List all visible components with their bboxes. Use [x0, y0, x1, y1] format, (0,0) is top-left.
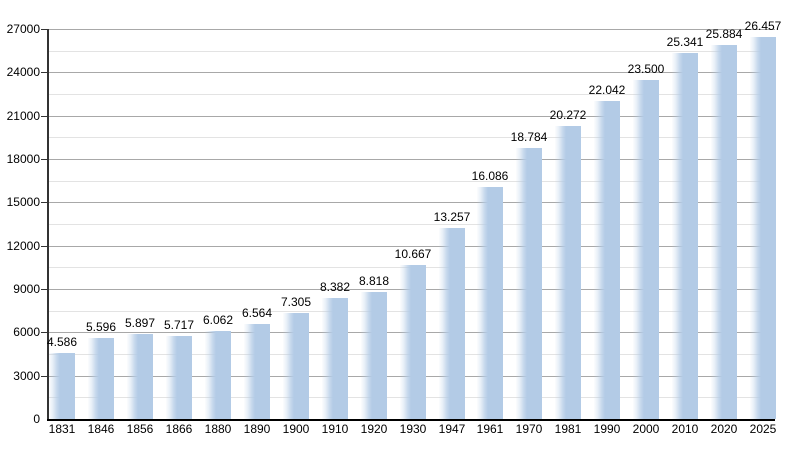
bar-value-label: 8.382	[319, 280, 351, 294]
bar	[49, 353, 75, 419]
bar	[322, 298, 348, 419]
bar	[633, 80, 659, 419]
gridline-major	[48, 72, 775, 73]
gridline-minor	[48, 137, 775, 138]
gridline-minor	[48, 94, 775, 95]
bar	[205, 331, 231, 419]
bar-value-label: 5.596	[85, 320, 117, 334]
bar	[439, 228, 465, 419]
bar	[88, 338, 114, 419]
y-axis-tick	[41, 376, 47, 377]
y-axis-tick	[41, 29, 47, 30]
bar-value-label: 22.042	[588, 83, 626, 97]
bar-value-label: 13.257	[433, 210, 471, 224]
bar	[166, 336, 192, 419]
bar	[400, 265, 426, 419]
y-tick-label: 3000	[13, 369, 40, 383]
bar	[283, 313, 309, 419]
bar	[244, 324, 270, 419]
y-tick-label: 0	[33, 412, 40, 426]
x-tick-label: 1970	[515, 422, 543, 436]
x-tick-label: 1990	[593, 422, 621, 436]
y-axis-tick	[41, 159, 47, 160]
bar	[477, 187, 503, 419]
x-tick-label: 2000	[632, 422, 660, 436]
bar	[127, 334, 153, 419]
x-tick-label: 1856	[126, 422, 154, 436]
y-axis-tick	[41, 202, 47, 203]
gridline-major	[48, 246, 775, 247]
bar-value-label: 25.341	[666, 35, 704, 49]
x-tick-label: 1831	[48, 422, 76, 436]
bar-value-label: 7.305	[280, 295, 312, 309]
x-tick-label: 1846	[87, 422, 115, 436]
x-tick-label: 2020	[710, 422, 738, 436]
x-tick-label: 1866	[165, 422, 193, 436]
x-tick-label: 1920	[360, 422, 388, 436]
bar-value-label: 20.272	[549, 108, 587, 122]
y-tick-label: 27000	[6, 22, 40, 36]
y-tick-label: 15000	[6, 195, 40, 209]
bar-value-label: 8.818	[358, 274, 390, 288]
gridline-major	[48, 159, 775, 160]
y-axis-tick	[41, 116, 47, 117]
gridline-major	[48, 116, 775, 117]
y-axis-tick	[41, 332, 47, 333]
y-tick-label: 9000	[13, 282, 40, 296]
gridline-minor	[48, 51, 775, 52]
bar-value-label: 10.667	[394, 247, 432, 261]
x-tick-label: 2010	[671, 422, 699, 436]
bar-value-label: 6.062	[202, 313, 234, 327]
gridline-major	[48, 29, 775, 30]
bar-value-label: 16.086	[471, 169, 509, 183]
bar-value-label: 5.717	[163, 318, 195, 332]
x-tick-label: 1930	[399, 422, 427, 436]
x-tick-label: 1890	[243, 422, 271, 436]
bar-value-label: 4.586	[46, 335, 78, 349]
bar	[711, 45, 737, 419]
bar-value-label: 23.500	[627, 62, 665, 76]
y-tick-label: 21000	[6, 109, 40, 123]
bar	[594, 101, 620, 419]
bar-value-label: 26.457	[744, 19, 782, 33]
y-tick-label: 18000	[6, 152, 40, 166]
bar	[361, 292, 387, 419]
y-tick-label: 12000	[6, 239, 40, 253]
y-axis-line	[47, 29, 49, 419]
bar	[750, 37, 776, 419]
y-tick-label: 24000	[6, 65, 40, 79]
x-tick-label: 1961	[476, 422, 504, 436]
x-tick-label: 1900	[282, 422, 310, 436]
x-tick-label: 1947	[438, 422, 466, 436]
bar	[555, 126, 581, 419]
bar-value-label: 5.897	[124, 316, 156, 330]
x-tick-label: 1981	[554, 422, 582, 436]
bar-value-label: 6.564	[241, 306, 273, 320]
y-axis-tick	[41, 289, 47, 290]
gridline-minor	[48, 181, 775, 182]
y-tick-label: 6000	[13, 325, 40, 339]
x-tick-label: 2025	[749, 422, 777, 436]
bar	[672, 53, 698, 419]
gridline-minor	[48, 224, 775, 225]
x-axis-line	[47, 419, 775, 421]
bar-value-label: 25.884	[705, 27, 743, 41]
x-tick-label: 1910	[321, 422, 349, 436]
x-tick-label: 1880	[204, 422, 232, 436]
bar	[516, 148, 542, 419]
bar-value-label: 18.784	[510, 130, 548, 144]
y-axis-tick	[41, 246, 47, 247]
y-axis-tick	[41, 72, 47, 73]
gridline-major	[48, 202, 775, 203]
